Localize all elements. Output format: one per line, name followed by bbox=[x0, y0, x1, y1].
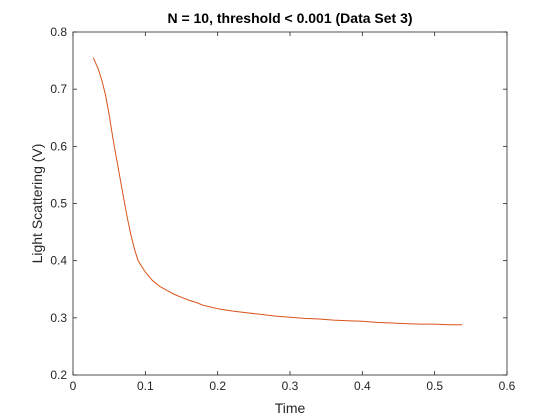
x-tick-label: 0.5 bbox=[426, 379, 443, 393]
y-tick-label: 0.4 bbox=[50, 254, 67, 268]
x-tick-label: 0.1 bbox=[137, 379, 154, 393]
axes-box bbox=[72, 31, 508, 376]
y-tick-label: 0.6 bbox=[50, 139, 67, 153]
y-tick-label: 0.5 bbox=[50, 197, 67, 211]
x-axis-label: Time bbox=[275, 400, 306, 416]
y-tick-label: 0.7 bbox=[50, 82, 67, 96]
y-axis-label: Light Scattering (V) bbox=[29, 144, 45, 264]
x-tick-label: 0.2 bbox=[209, 379, 226, 393]
plot-area bbox=[73, 32, 507, 375]
x-tick-label: 0 bbox=[70, 379, 77, 393]
x-tick-label: 0.4 bbox=[354, 379, 371, 393]
ticks-layer: 0 0.1 0.2 0.3 0.4 0.5 0.6 0.2 0.3 0.4 0.5 0.6 0.7 0.8 bbox=[50, 25, 515, 393]
x-tick-label: 0.6 bbox=[499, 379, 516, 393]
x-tick-label: 0.3 bbox=[282, 379, 299, 393]
series-layer bbox=[92, 57, 463, 326]
y-tick-label: 0.3 bbox=[50, 311, 67, 325]
chart-title: N = 10, threshold < 0.001 (Data Set 3) bbox=[167, 10, 412, 26]
y-tick-label: 0.8 bbox=[50, 25, 67, 39]
series-line bbox=[92, 57, 463, 326]
y-tick-label: 0.2 bbox=[50, 368, 67, 382]
